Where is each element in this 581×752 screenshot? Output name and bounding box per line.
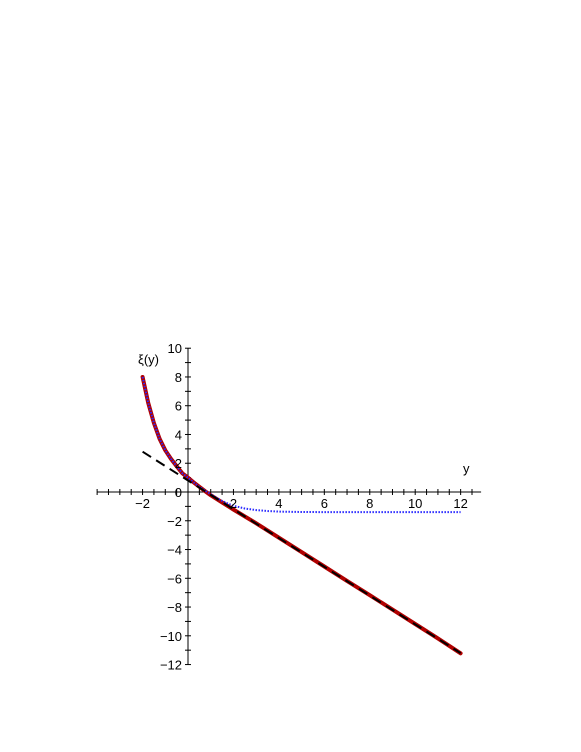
series-layer — [140, 375, 463, 656]
y-axis-title: ξ(y) — [138, 352, 159, 367]
x-tick-label: 6 — [321, 496, 328, 511]
y-tick-label: 8 — [175, 370, 182, 385]
axes — [97, 348, 482, 665]
y-tick-label: −10 — [160, 629, 182, 644]
series-line-dotted — [141, 376, 461, 514]
x-tick-label: −2 — [135, 496, 150, 511]
y-tick-label: −8 — [167, 600, 182, 615]
y-tick-label: −2 — [167, 514, 182, 529]
y-tick-label: 4 — [175, 427, 182, 442]
x-tick-label: 10 — [408, 496, 422, 511]
y-tick-label: 0 — [175, 485, 182, 500]
x-tick-label: 12 — [453, 496, 467, 511]
y-tick-label: −6 — [167, 571, 182, 586]
x-tick-label: 2 — [230, 496, 237, 511]
y-tick-label: 10 — [168, 341, 182, 356]
y-tick-label: 2 — [175, 456, 182, 471]
ticks — [96, 347, 473, 666]
x-axis-title: y — [463, 461, 470, 476]
series-line-dashed — [142, 450, 462, 654]
y-tick-label: 6 — [175, 399, 182, 414]
series-line-solid — [140, 375, 463, 656]
x-tick-label: 4 — [275, 496, 282, 511]
x-tick-label: 8 — [366, 496, 373, 511]
labels: −2 2 4 6 8 10 12 −12 −10 −8 −6 −4 −2 0 2 4 6 8 10 — [135, 341, 468, 672]
y-tick-label: −12 — [160, 658, 182, 673]
y-tick-label: −4 — [167, 543, 182, 558]
